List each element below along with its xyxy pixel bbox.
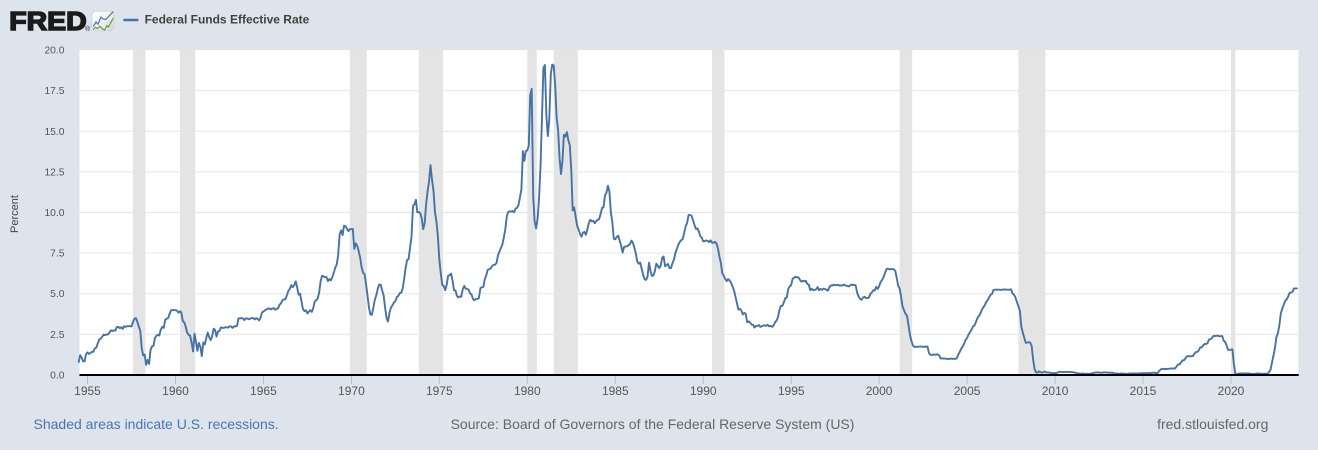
svg-text:0.0: 0.0 bbox=[50, 371, 65, 382]
svg-text:5.0: 5.0 bbox=[50, 289, 65, 300]
svg-text:12.5: 12.5 bbox=[44, 167, 64, 178]
svg-text:2.5: 2.5 bbox=[50, 330, 65, 341]
svg-text:2020: 2020 bbox=[1218, 384, 1245, 398]
svg-text:1955: 1955 bbox=[74, 384, 101, 398]
svg-text:fred.stlouisfed.org: fred.stlouisfed.org bbox=[1157, 416, 1268, 432]
svg-text:1975: 1975 bbox=[426, 384, 453, 398]
svg-text:2015: 2015 bbox=[1130, 384, 1157, 398]
svg-text:1960: 1960 bbox=[162, 384, 189, 398]
svg-text:2000: 2000 bbox=[866, 384, 893, 398]
svg-text:1985: 1985 bbox=[602, 384, 629, 398]
svg-text:Source: Board of Governors of: Source: Board of Governors of the Federa… bbox=[451, 416, 855, 432]
svg-text:Federal Funds Effective Rate: Federal Funds Effective Rate bbox=[145, 12, 310, 26]
svg-text:Percent: Percent bbox=[9, 195, 21, 233]
svg-text:1970: 1970 bbox=[338, 384, 365, 398]
svg-text:2010: 2010 bbox=[1042, 384, 1069, 398]
svg-text:1995: 1995 bbox=[778, 384, 805, 398]
svg-text:FRED: FRED bbox=[9, 6, 86, 36]
svg-text:15.0: 15.0 bbox=[44, 127, 64, 138]
svg-text:®: ® bbox=[85, 25, 91, 33]
svg-text:1990: 1990 bbox=[690, 384, 717, 398]
svg-text:1965: 1965 bbox=[250, 384, 277, 398]
svg-text:7.5: 7.5 bbox=[50, 249, 65, 260]
svg-text:10.0: 10.0 bbox=[44, 208, 64, 219]
svg-text:2005: 2005 bbox=[954, 384, 981, 398]
svg-text:17.5: 17.5 bbox=[44, 86, 64, 97]
svg-text:1980: 1980 bbox=[514, 384, 541, 398]
svg-text:Shaded areas indicate U.S. rec: Shaded areas indicate U.S. recessions. bbox=[34, 416, 279, 432]
svg-text:20.0: 20.0 bbox=[44, 46, 64, 57]
